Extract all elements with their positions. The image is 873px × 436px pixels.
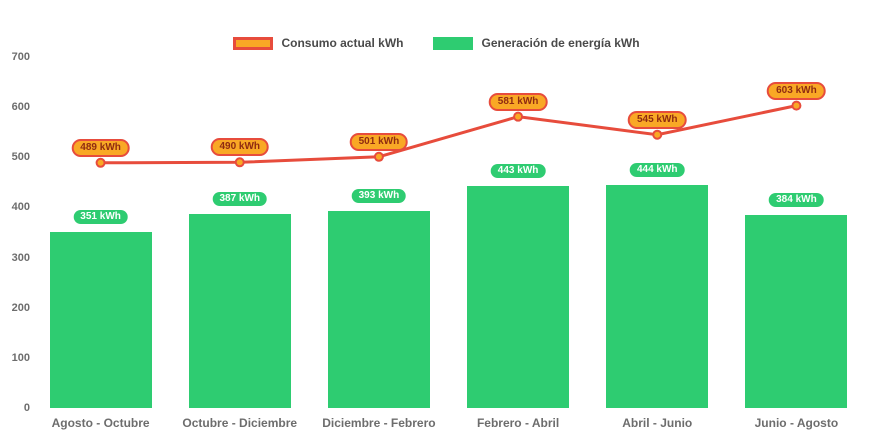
y-axis-tick-700: 700 bbox=[11, 51, 30, 63]
bar-value-label-4: 443 kWh bbox=[490, 163, 546, 178]
y-axis-tick-500: 500 bbox=[11, 151, 30, 164]
legend-label-consumo: Consumo actual kWh bbox=[281, 36, 404, 50]
line-point-5[interactable] bbox=[652, 129, 663, 140]
y-axis-tick-300: 300 bbox=[11, 251, 30, 264]
legend-item-consumo[interactable]: Consumo actual kWh bbox=[233, 36, 403, 50]
line-value-label-4: 581 kWh bbox=[488, 92, 548, 111]
x-axis-label-5: Abril - Junio bbox=[622, 416, 693, 430]
legend-label-generacion: Generación de energía kWh bbox=[481, 36, 640, 50]
line-point-6[interactable] bbox=[791, 100, 802, 111]
x-axis-label-4: Febrero - Abril bbox=[476, 416, 560, 430]
bar-value-label-2: 387 kWh bbox=[212, 191, 268, 206]
bar-value-label-5: 444 kWh bbox=[629, 163, 685, 178]
y-axis-tick-200: 200 bbox=[11, 301, 30, 314]
chart-legend: Consumo actual kWh Generación de energía… bbox=[0, 36, 873, 50]
y-axis-tick-400: 400 bbox=[11, 201, 30, 214]
line-value-label-5: 545 kWh bbox=[627, 110, 687, 129]
line-point-2[interactable] bbox=[234, 157, 245, 168]
consumo-legend-swatch-icon bbox=[233, 36, 274, 50]
consumption-line bbox=[100, 104, 797, 165]
y-axis-tick-0: 0 bbox=[23, 402, 30, 414]
bar-5[interactable] bbox=[606, 185, 709, 408]
bar-6[interactable] bbox=[745, 215, 848, 408]
line-value-label-3: 501 kWh bbox=[349, 132, 409, 151]
x-axis-label-1: Agosto - Octubre bbox=[51, 416, 150, 430]
x-axis-label-6: Junio - Agosto bbox=[754, 416, 839, 430]
bar-value-label-3: 393 kWh bbox=[351, 188, 407, 203]
line-point-1[interactable] bbox=[95, 157, 106, 168]
legend-item-generacion[interactable]: Generación de energía kWh bbox=[433, 36, 640, 50]
line-value-label-1: 489 kWh bbox=[71, 138, 130, 157]
bar-1[interactable] bbox=[49, 231, 152, 408]
bar-value-label-1: 351 kWh bbox=[73, 209, 128, 224]
line-point-4[interactable] bbox=[513, 111, 524, 122]
line-value-label-2: 490 kWh bbox=[210, 138, 270, 157]
bar-value-label-6: 384 kWh bbox=[769, 193, 824, 208]
bar-2[interactable] bbox=[188, 213, 291, 408]
line-point-3[interactable] bbox=[373, 151, 384, 162]
x-axis-label-3: Diciembre - Febrero bbox=[322, 416, 436, 430]
generacion-legend-swatch-icon bbox=[433, 36, 474, 50]
bar-3[interactable] bbox=[327, 210, 430, 408]
y-axis-tick-600: 600 bbox=[11, 101, 30, 114]
x-axis-label-2: Octubre - Diciembre bbox=[182, 416, 298, 430]
y-axis-tick-100: 100 bbox=[11, 351, 30, 364]
line-value-label-6: 603 kWh bbox=[767, 81, 826, 100]
bar-4[interactable] bbox=[467, 185, 570, 408]
